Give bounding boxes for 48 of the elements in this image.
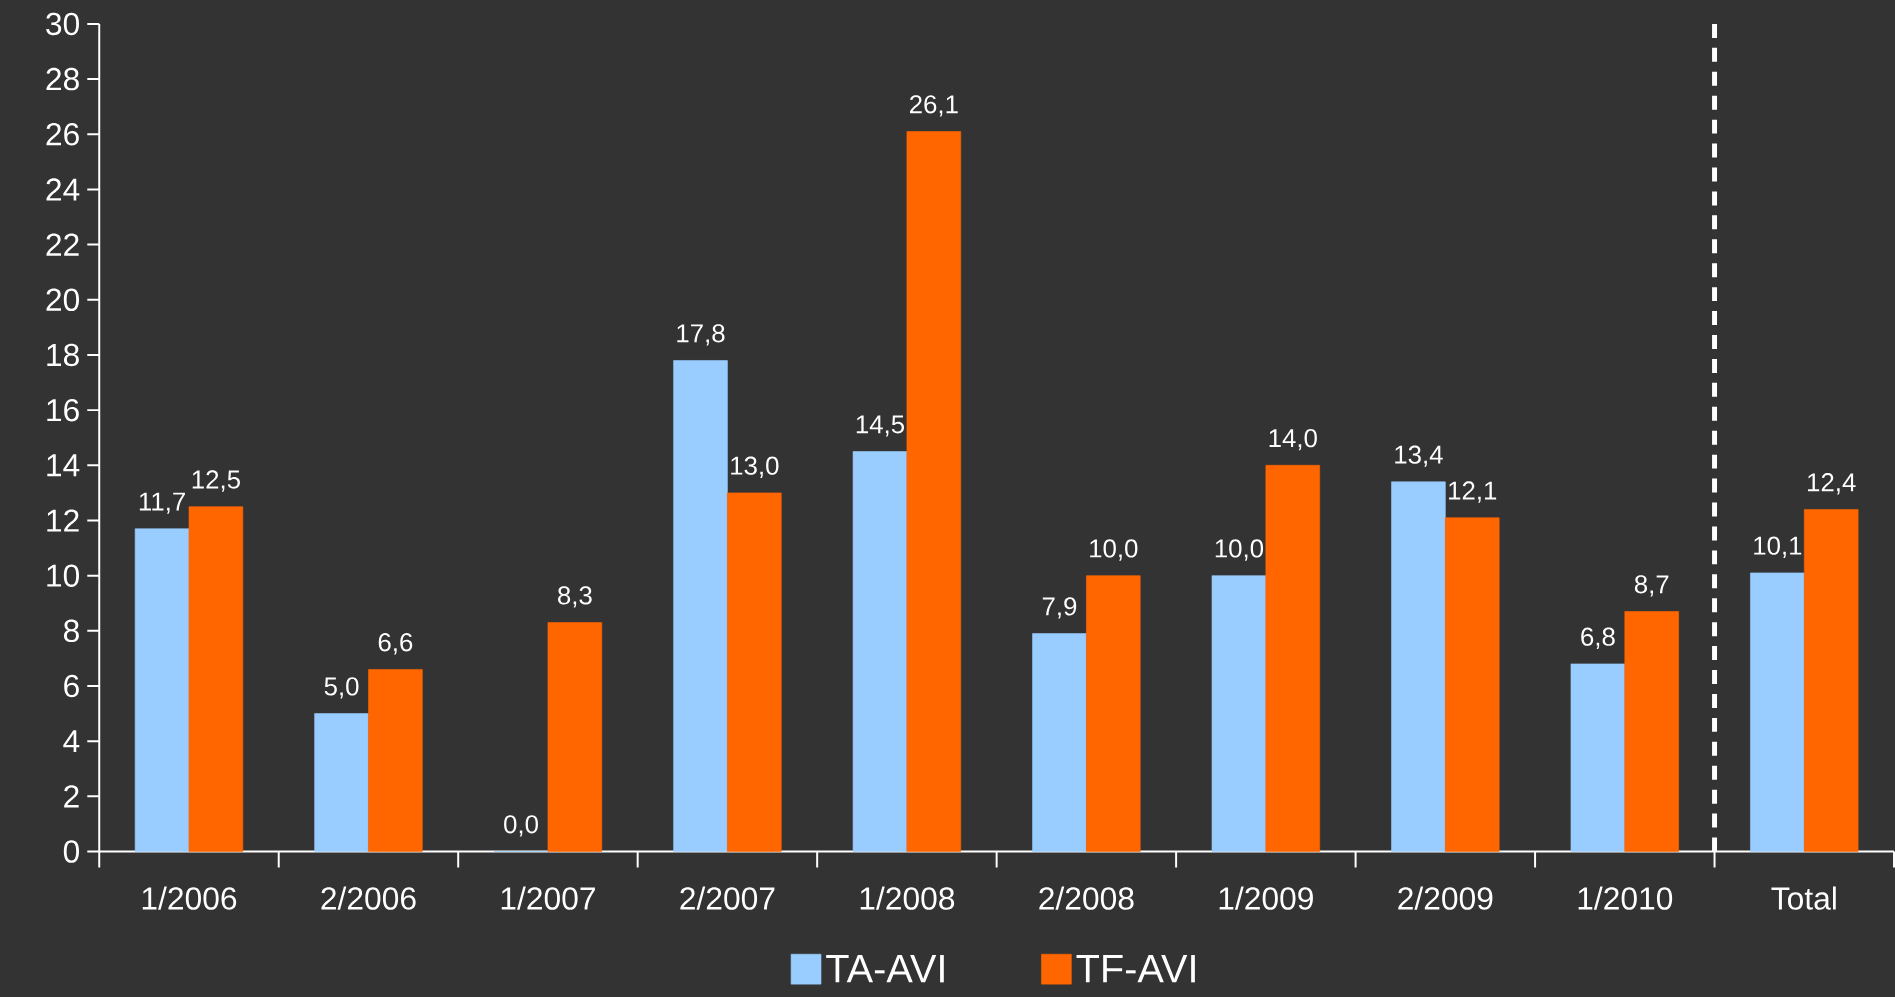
x-tick-label: Total <box>1771 886 1836 910</box>
data-label: 13,4 <box>1395 445 1443 467</box>
y-tick-label: 18 <box>47 343 79 367</box>
y-tick-label: 30 <box>46 12 79 36</box>
data-label: 17,8 <box>677 324 725 346</box>
x-tick-label: 1/2008 <box>860 886 955 910</box>
data-label: 5,0 <box>324 677 359 699</box>
y-tick-label: 6 <box>64 674 79 698</box>
data-label: 6,8 <box>1581 627 1615 649</box>
y-tick-label: 0 <box>63 840 80 863</box>
x-tick-label: 1/2006 <box>142 886 237 910</box>
x-tick-label: 2/2009 <box>1398 886 1493 910</box>
data-label: 8,3 <box>558 586 592 608</box>
legend-label: TF-AVI <box>1076 955 1195 983</box>
y-tick-label: 16 <box>47 398 79 422</box>
y-tick-label: 10 <box>47 564 79 587</box>
data-label: 12,4 <box>1808 473 1856 495</box>
y-tick-label: 20 <box>46 288 79 312</box>
data-label: 0,0 <box>504 815 538 837</box>
data-label: 6,6 <box>378 633 413 655</box>
data-label: 12,1 <box>1449 481 1497 503</box>
data-label: 7,9 <box>1042 597 1077 619</box>
y-tick-label: 12 <box>47 509 79 532</box>
y-tick-label: 28 <box>46 67 79 91</box>
y-tick-label: 22 <box>46 233 79 256</box>
x-tick-label: 1/2009 <box>1219 886 1313 910</box>
data-label: 10,0 <box>1215 539 1264 561</box>
data-label: 26,1 <box>910 95 958 117</box>
y-tick-label: 8 <box>63 619 79 643</box>
y-tick-label: 14 <box>47 454 80 477</box>
data-label: 10,1 <box>1754 536 1802 558</box>
y-tick-label: 2 <box>64 785 79 808</box>
y-tick-label: 24 <box>46 178 80 201</box>
data-label: 8,7 <box>1634 575 1669 597</box>
data-label: 10,0 <box>1090 539 1138 561</box>
legend-label: TA-AVI <box>826 955 944 983</box>
data-label: 13,0 <box>731 456 779 478</box>
y-tick-label: 26 <box>46 122 79 146</box>
y-tick-label: 4 <box>63 730 80 753</box>
x-tick-label: 2/2007 <box>680 886 775 910</box>
x-tick-label: 2/2008 <box>1039 886 1134 910</box>
x-tick-label: 1/2007 <box>501 886 595 910</box>
x-tick-label: 1/2010 <box>1578 886 1673 910</box>
data-label: 12,5 <box>192 470 240 492</box>
data-label: 14,5 <box>856 415 905 437</box>
x-tick-label: 2/2006 <box>321 886 416 910</box>
data-label: 14,0 <box>1269 428 1317 451</box>
data-label: 11,7 <box>139 492 185 514</box>
